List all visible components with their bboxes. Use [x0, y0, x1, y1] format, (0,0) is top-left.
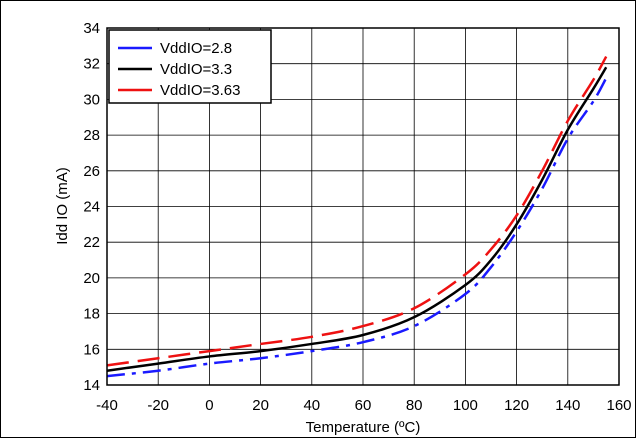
- y-tick-label: 18: [83, 306, 100, 323]
- y-axis-label: Idd IO (mA): [54, 167, 71, 245]
- x-tick-label: 160: [606, 397, 631, 414]
- legend-label-0: VddIO=2.8: [160, 40, 232, 57]
- series-group: [106, 55, 608, 378]
- x-tick-label: 60: [355, 397, 372, 414]
- y-tick-label: 28: [83, 127, 100, 144]
- legend-label-1: VddIO=3.3: [160, 61, 232, 78]
- y-tick-label: 34: [83, 20, 100, 37]
- x-tick-label: 20: [252, 397, 269, 414]
- y-tick-label: 24: [83, 199, 100, 216]
- x-tick-label: 120: [504, 397, 529, 414]
- x-tick-label: 40: [303, 397, 320, 414]
- series-line-0: [106, 77, 608, 378]
- x-tick-label: 80: [406, 397, 423, 414]
- x-tick-label: 100: [453, 397, 478, 414]
- legend: VddIO=2.8 VddIO=3.3 VddIO=3.63: [108, 29, 272, 104]
- x-tick-label: -20: [147, 397, 169, 414]
- y-tick-label: 26: [83, 163, 100, 180]
- y-tick-label: 30: [83, 91, 100, 108]
- x-tick-label: 0: [205, 397, 213, 414]
- y-tick-label: 22: [83, 234, 100, 251]
- y-tick-label: 20: [83, 270, 100, 287]
- x-axis-label: Temperature (ºC): [306, 419, 421, 436]
- y-tick-label: 32: [83, 56, 100, 73]
- series-line-2: [106, 55, 608, 367]
- y-tick-label: 16: [83, 341, 100, 358]
- series-line-1: [106, 66, 608, 372]
- plot-area: [106, 27, 620, 386]
- y-tick-label: 14: [83, 377, 100, 394]
- x-tick-label: 140: [555, 397, 580, 414]
- y-tick-labels: 14 16 18 20 22 24 26 28 30 32 34: [83, 20, 100, 394]
- x-tick-labels: -40 -20 0 20 40 60 80 100 120 140 160: [96, 397, 631, 414]
- legend-label-2: VddIO=3.63: [160, 82, 240, 99]
- x-tick-label: -40: [96, 397, 118, 414]
